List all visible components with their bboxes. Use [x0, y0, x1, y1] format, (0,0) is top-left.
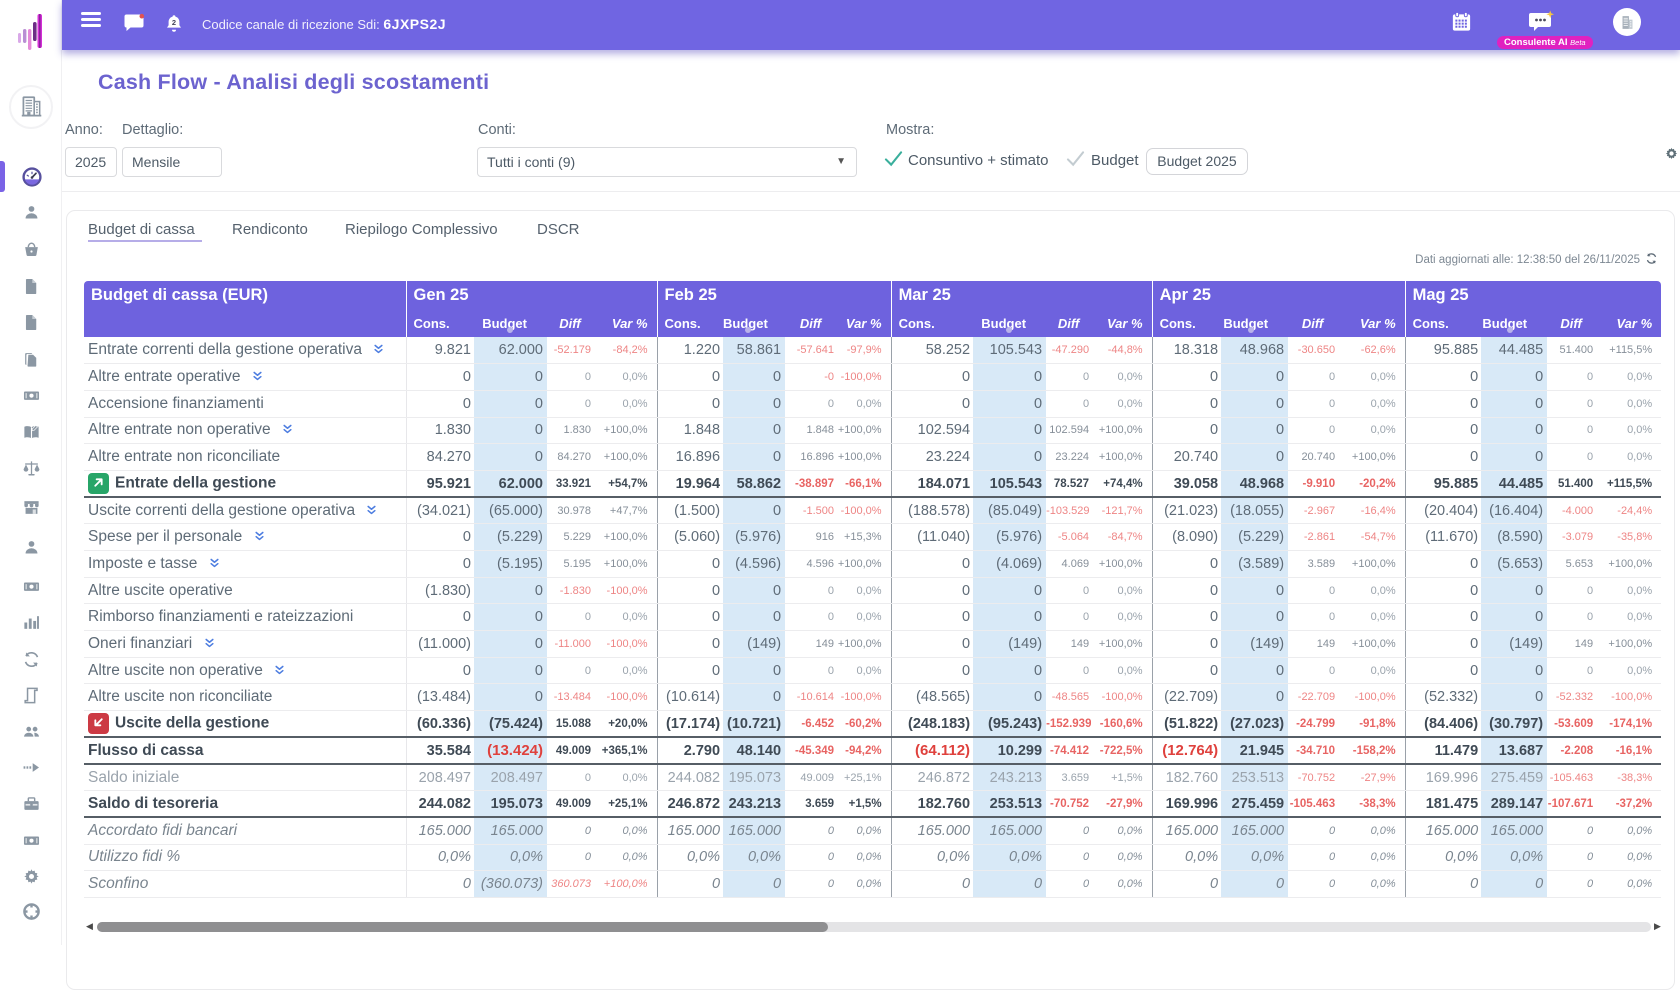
svg-text:2: 2	[172, 18, 176, 27]
